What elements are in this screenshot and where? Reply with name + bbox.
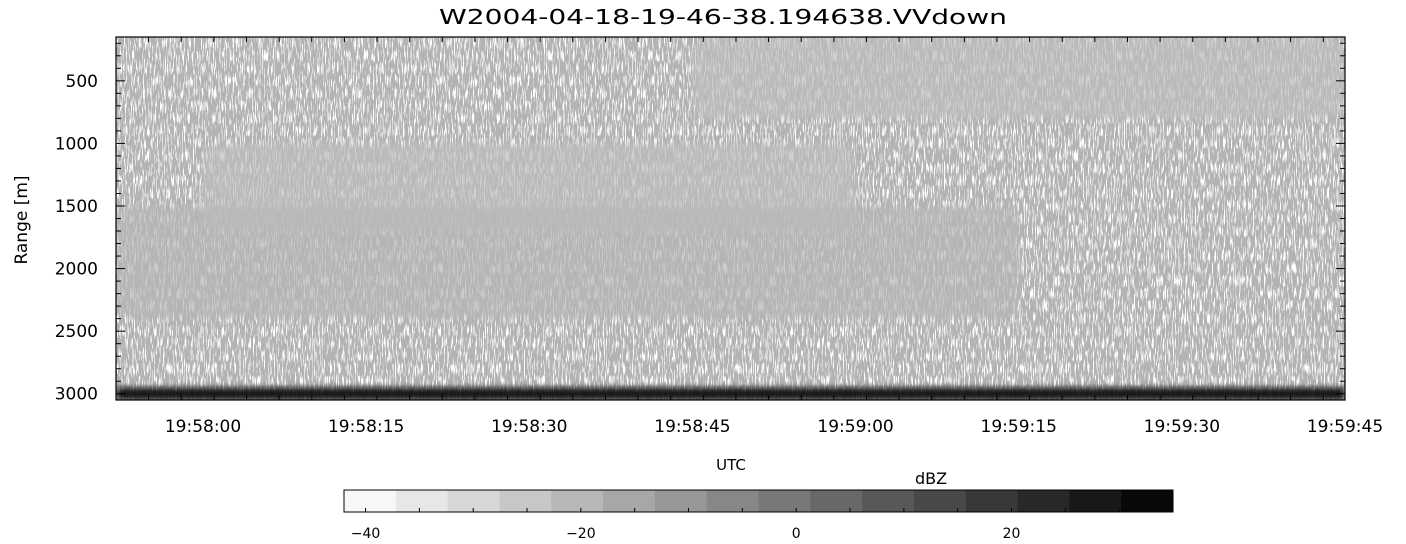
colorbar-swatch (395, 490, 449, 512)
y-tick-label: 2000 (55, 260, 98, 280)
colorbar-swatch (1017, 490, 1070, 512)
x-tick-label: 19:58:15 (328, 417, 404, 437)
colorbar-label: dBZ (915, 469, 947, 488)
colorbar-swatch (706, 490, 759, 512)
x-tick-label: 19:59:30 (1144, 417, 1220, 437)
colorbar-swatch (344, 490, 397, 512)
x-tick-label: 19:59:00 (817, 417, 893, 437)
echo-feature (116, 205, 1019, 319)
colorbar-swatch (499, 490, 552, 512)
colorbar-tick-label: −20 (566, 526, 596, 542)
colorbar-swatch (654, 490, 708, 512)
colorbar-swatch (447, 490, 500, 512)
chart-title: W2004-04-18-19-46-38.194638.VVdown (439, 5, 1007, 29)
colorbar-tick-label: 20 (1003, 526, 1021, 542)
x-tick-label: 19:59:15 (981, 417, 1057, 437)
y-tick-label: 1000 (55, 134, 98, 154)
y-axis-label: Range [m] (12, 175, 32, 264)
y-tick-label: 1500 (55, 197, 98, 217)
echo-features (116, 37, 1345, 400)
colorbar-swatch (862, 490, 915, 512)
colorbar-swatch (603, 490, 656, 512)
echo-feature (692, 37, 1345, 119)
colorbar-swatch (1069, 490, 1122, 512)
colorbar-frame (343, 489, 1174, 513)
colorbar-swatch (810, 490, 863, 512)
colorbar-swatch (1121, 490, 1174, 512)
x-tick-label: 19:58:45 (654, 417, 730, 437)
plot-area (116, 37, 1345, 400)
colorbar-swatch (551, 490, 604, 512)
x-axis: 19:58:00 19:58:15 19:58:30 19:58:45 19:59:00… (115, 37, 1383, 437)
echo-feature (116, 387, 1345, 400)
colorbar-tick-label: −40 (351, 526, 381, 542)
colorbar-swatch (965, 490, 1019, 512)
colorbar-swatch (758, 490, 811, 512)
x-tick-label: 19:58:00 (165, 417, 241, 437)
x-tick-label: 19:59:45 (1307, 417, 1383, 437)
y-tick-label: 500 (66, 72, 98, 92)
y-tick-label: 2500 (55, 322, 98, 342)
x-axis-label: UTC (716, 456, 746, 474)
y-axis: 500 1000 1500 2000 2500 3000 (55, 42, 1345, 405)
colorbar: −40 −20 0 20 (343, 489, 1174, 542)
colorbar-tick-label: 0 (792, 526, 801, 542)
y-tick-label: 3000 (55, 385, 98, 405)
colorbar-swatch (913, 490, 967, 512)
x-tick-label: 19:58:30 (491, 417, 567, 437)
